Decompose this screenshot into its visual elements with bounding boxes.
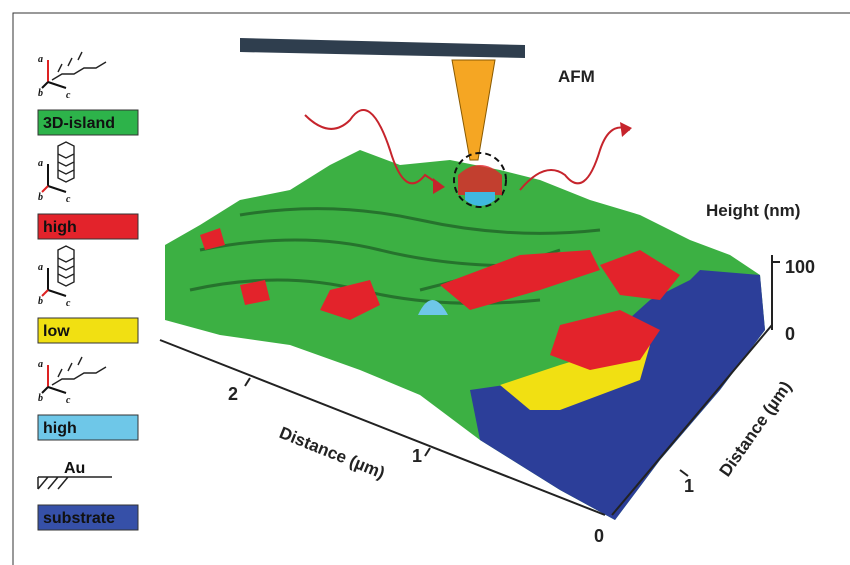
molecule-icon	[58, 246, 74, 286]
legend-icon-label: Au	[64, 460, 85, 477]
legend: 3D-island a b c high a b c low a b c high a b c substrat…	[38, 52, 138, 530]
axis-letter: b	[38, 192, 43, 203]
cantilever	[240, 38, 525, 58]
legend-label: substrate	[43, 510, 115, 527]
distance-tick: 1	[684, 476, 694, 496]
axis-letter: c	[66, 194, 71, 205]
axis-letter: a	[38, 158, 43, 169]
axis-letter: b	[38, 296, 43, 307]
height-axis-label: Height (nm)	[706, 201, 800, 220]
distance-tick: 2	[228, 384, 238, 404]
afm-label: AFM	[558, 67, 595, 86]
axis-letter: a	[38, 54, 43, 65]
height-tick: 100	[785, 257, 815, 277]
axis-letter: c	[66, 298, 71, 309]
axis-letter: b	[38, 393, 43, 404]
legend-label: 3D-island	[43, 115, 115, 132]
axis-letter: b	[38, 88, 43, 99]
au-surface-icon	[38, 477, 112, 489]
molecule-icon	[52, 357, 106, 385]
legend-label: high	[43, 420, 77, 437]
figure: AFM Height (nm) 100 0 2 1 0 1 Distance (…	[0, 0, 850, 565]
afm-surface	[165, 150, 765, 520]
axis-arrow	[48, 186, 66, 192]
axis-letter: c	[66, 90, 71, 101]
axis-arrow	[48, 387, 66, 393]
distance-tick: 1	[412, 446, 422, 466]
arrow-head	[620, 122, 632, 137]
axis-arrow	[48, 82, 66, 88]
afm-tip	[452, 60, 495, 160]
molecule-icon	[52, 52, 106, 80]
axis-letter: a	[38, 262, 43, 273]
legend-label: low	[43, 323, 70, 340]
distance-axis-label: Distance (µm)	[716, 378, 796, 481]
molecule-icon	[58, 142, 74, 182]
legend-label: high	[43, 219, 77, 236]
distance-tick: 0	[594, 526, 604, 546]
axis-arrow	[48, 290, 66, 296]
axis-letter: a	[38, 359, 43, 370]
distance-axis-label: Distance (µm)	[277, 423, 388, 483]
axis-letter: c	[66, 395, 71, 406]
height-tick: 0	[785, 324, 795, 344]
